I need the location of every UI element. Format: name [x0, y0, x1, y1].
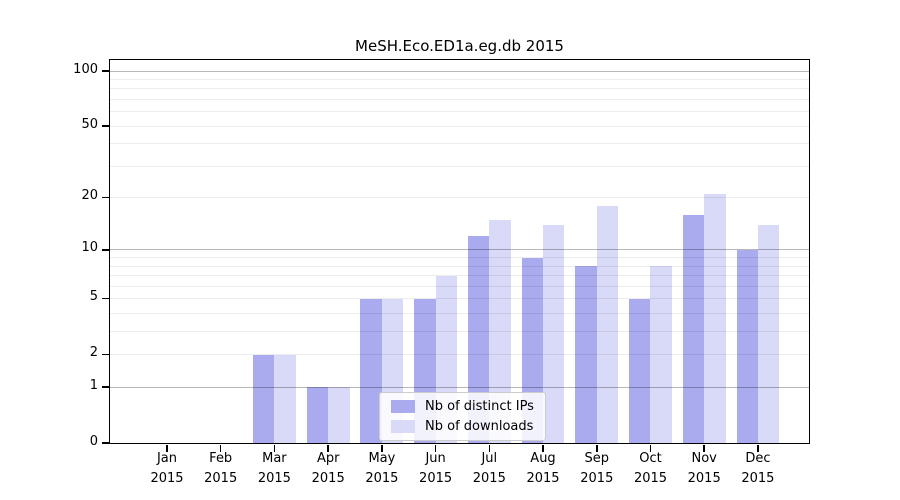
plot-area: [110, 60, 809, 443]
x-tick-label-oct: Oct 2015: [621, 449, 681, 489]
x-tick-feb: [219, 444, 222, 452]
y-tick-label-0: 0: [89, 433, 98, 449]
legend-item-downloads: Nb of downloads: [391, 419, 534, 434]
y-tick-label-20: 20: [81, 188, 98, 204]
x-tick-label-dec: Dec 2015: [728, 449, 788, 489]
legend-swatch-downloads: [391, 420, 415, 433]
x-label-year: 2015: [365, 471, 399, 486]
bar-downloads-apr: [328, 387, 350, 443]
x-tick-label-jul: Jul 2015: [459, 449, 519, 489]
x-tick-sep: [596, 444, 598, 452]
bar-distinct-ips-jul: [467, 236, 490, 443]
y-tick-10: [102, 249, 109, 251]
x-tick-label-aug: Aug 2015: [513, 449, 573, 489]
bar-distinct-ips-oct: [629, 298, 651, 443]
y-tick-100: [102, 70, 109, 72]
x-label-month: Feb: [209, 451, 233, 466]
x-label-year: 2015: [150, 471, 184, 486]
bar-downloads-jul: [489, 219, 511, 443]
x-label-month: Sep: [584, 451, 610, 466]
x-label-year: 2015: [633, 471, 668, 486]
legend-label-distinct-ips: Nb of distinct IPs: [425, 399, 534, 414]
y-tick-label-10: 10: [81, 240, 98, 256]
x-label-year: 2015: [526, 471, 560, 486]
bar-downloads-aug: [543, 224, 565, 443]
bar-distinct-ips-nov: [682, 214, 705, 443]
y-tick-2: [102, 353, 109, 356]
x-tick-oct: [649, 444, 652, 452]
x-tick-label-sep: Sep 2015: [567, 449, 627, 489]
x-tick-jun: [434, 444, 437, 452]
y-tick-label-5: 5: [89, 289, 98, 305]
legend-label-downloads: Nb of downloads: [425, 419, 534, 434]
bar-downloads-oct: [650, 266, 672, 443]
y-tick-label-2: 2: [89, 345, 98, 360]
bar-downloads-dec: [757, 224, 780, 443]
legend-swatch-distinct-ips: [391, 400, 415, 413]
legend: Nb of distinct IPs Nb of downloads: [379, 392, 546, 441]
x-tick-label-jun: Jun 2015: [406, 449, 466, 489]
x-label-month: Nov: [691, 451, 717, 466]
x-tick-label-nov: Nov 2015: [674, 449, 734, 489]
x-label-year: 2015: [204, 471, 238, 486]
x-label-month: Dec: [745, 451, 771, 466]
y-tick-20: [102, 196, 109, 199]
x-tick-may: [381, 444, 383, 452]
bar-downloads-nov: [704, 194, 726, 443]
x-label-month: May: [368, 451, 396, 466]
x-tick-dec: [757, 444, 759, 452]
bar-distinct-ips-dec: [736, 249, 758, 443]
y-tick-0: [102, 442, 109, 444]
gridline-minor-70: [110, 99, 809, 101]
bar-distinct-ips-mar: [253, 354, 275, 443]
y-tick-50: [102, 125, 109, 127]
x-label-month: Jan: [156, 451, 178, 466]
x-tick-aug: [542, 444, 544, 452]
bar-downloads-sep: [596, 205, 619, 443]
x-label-month: Jul: [481, 451, 498, 466]
bar-distinct-ips-sep: [575, 266, 597, 443]
x-label-month: Apr: [316, 451, 340, 466]
x-label-year: 2015: [257, 471, 291, 486]
x-tick-apr: [327, 444, 329, 452]
gridline-minor-40: [110, 143, 809, 145]
x-tick-label-mar: Mar 2015: [244, 449, 304, 489]
x-label-month: Oct: [639, 451, 662, 466]
x-label-month: Aug: [530, 451, 556, 466]
x-label-year: 2015: [580, 471, 614, 486]
y-tick-label-100: 100: [73, 61, 98, 77]
bar-downloads-mar: [274, 354, 296, 443]
y-tick-5: [102, 297, 109, 300]
x-label-year: 2015: [419, 471, 453, 486]
x-label-month: Jun: [425, 451, 446, 466]
gridline-minor-50: [110, 125, 809, 127]
y-tick-1: [102, 386, 109, 388]
bar-distinct-ips-may: [360, 298, 382, 443]
x-label-year: 2015: [687, 471, 721, 486]
x-tick-label-feb: Feb 2015: [191, 449, 251, 489]
gridline-major-100: [110, 70, 809, 72]
x-tick-nov: [703, 444, 705, 452]
x-tick-label-jan: Jan 2015: [137, 449, 197, 489]
gridline-minor-90: [110, 79, 809, 81]
bar-distinct-ips-apr: [306, 387, 329, 443]
x-label-month: Mar: [262, 451, 287, 466]
x-tick-jul: [488, 444, 491, 452]
chart-title: MeSH.Eco.ED1a.eg.db 2015: [355, 37, 564, 55]
x-label-year: 2015: [472, 471, 506, 486]
legend-item-distinct-ips: Nb of distinct IPs: [391, 399, 534, 414]
x-label-year: 2015: [741, 471, 775, 486]
x-tick-label-may: May 2015: [352, 449, 412, 489]
gridline-minor-60: [110, 111, 809, 113]
y-tick-label-50: 50: [81, 116, 98, 132]
x-tick-label-apr: Apr 2015: [298, 449, 358, 489]
gridline-minor-80: [110, 88, 809, 90]
x-tick-jan: [166, 444, 168, 452]
gridline-minor-30: [110, 165, 809, 167]
x-label-year: 2015: [311, 471, 345, 486]
y-tick-label-1: 1: [89, 377, 98, 393]
x-tick-mar: [273, 444, 276, 452]
